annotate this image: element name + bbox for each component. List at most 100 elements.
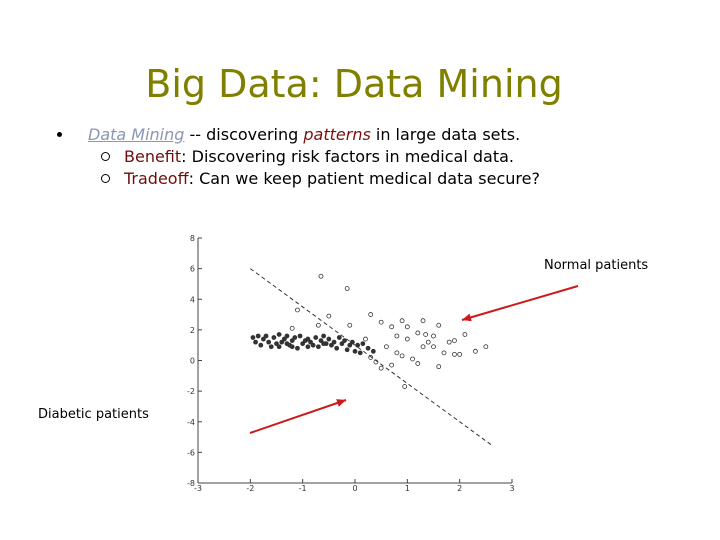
bullet1-text-a: -- discovering [184, 125, 304, 144]
diabetic-patient-point [313, 335, 319, 340]
normal-patient-point [446, 339, 452, 345]
diabetic-patient-point [352, 348, 358, 354]
benefit-term: Benefit [124, 147, 182, 166]
normal-patient-point [425, 339, 431, 345]
tradeoff-text: : Can we keep patient medical data secur… [188, 169, 540, 188]
normal-patient-point [462, 332, 468, 337]
normal-patient-point [431, 333, 436, 339]
bullet1-text-b: in large data sets. [370, 125, 521, 144]
diabetic-patient-point [297, 333, 303, 339]
diabetic-patient-point [289, 338, 295, 343]
diabetic-patient-point [339, 341, 345, 347]
normal-patient-point [399, 318, 405, 324]
y-tick-label: -4 [187, 418, 195, 427]
normal-patient-point [363, 336, 368, 342]
normal-patient-point [472, 348, 478, 354]
diabetic-patient-point [315, 344, 321, 350]
diabetic-patient-point [274, 341, 279, 347]
diabetic-patient-point [321, 341, 327, 347]
diabetic-patient-point [365, 345, 371, 351]
normal-patients-arrow [461, 285, 579, 321]
diabetic-patient-point [276, 332, 282, 337]
slide-title: Big Data: Data Mining [145, 62, 563, 106]
y-tick-label: 4 [190, 295, 195, 304]
normal-patient-point [373, 359, 379, 365]
normal-patient-point [404, 324, 410, 330]
normal-patient-point [368, 312, 374, 317]
diabetic-patients-label: Diabetic patients [38, 407, 149, 422]
benefit-text: : Discovering risk factors in medical da… [181, 147, 515, 166]
normal-patient-point [394, 333, 400, 339]
diabetic-patient-point [318, 338, 324, 343]
bullet-list: Data Mining -- discovering patterns in l… [57, 124, 540, 190]
diabetic-patient-point [300, 341, 306, 347]
normal-patient-point [452, 338, 457, 343]
diabetic-patient-point [261, 336, 266, 342]
y-tick-label: -6 [187, 448, 195, 457]
diabetic-patient-point [357, 350, 363, 356]
normal-patient-point [378, 319, 384, 325]
diabetic-patient-point [326, 336, 332, 342]
normal-patient-point [383, 344, 389, 350]
normal-patient-point [389, 324, 395, 330]
normal-patient-point [431, 344, 436, 350]
sub-bullet-tradeoff: Tradeoff: Can we keep patient medical da… [57, 168, 540, 190]
y-tick-label: -2 [187, 387, 195, 396]
y-tick-label: 0 [190, 357, 195, 366]
normal-patient-point [289, 325, 295, 331]
normal-patient-point [404, 336, 410, 342]
bullet-dot-icon [57, 132, 62, 137]
diabetic-patient-point [284, 341, 290, 347]
normal-patient-point [326, 313, 332, 319]
normal-patient-point [436, 364, 442, 370]
y-tick-label: 2 [190, 326, 195, 335]
diabetic-patient-point [263, 333, 269, 339]
normal-patient-point [415, 330, 421, 336]
data-mining-link[interactable]: Data Mining [88, 125, 185, 144]
diabetic-patient-point [370, 348, 376, 354]
normal-patient-point [389, 362, 395, 368]
circle-bullet-icon [101, 152, 110, 161]
normal-patient-point [318, 273, 324, 279]
x-tick-label: 3 [509, 484, 514, 493]
diabetic-patient-point [336, 335, 342, 340]
normal-patient-point [423, 332, 429, 337]
normal-patient-point [452, 351, 457, 357]
sub-bullet-benefit: Benefit: Discovering risk factors in med… [57, 146, 540, 168]
diabetic-patient-point [308, 339, 313, 345]
diabetic-patient-point [295, 345, 300, 351]
diabetic-patient-point [360, 341, 366, 347]
diabetic-patient-point [334, 345, 340, 351]
normal-patient-point [410, 356, 415, 362]
diabetic-patient-point [292, 335, 298, 340]
bullet1-emphasis: patterns [303, 125, 371, 144]
normal-patient-point [441, 350, 447, 356]
x-tick-label: -1 [299, 484, 307, 493]
normal-patient-point [402, 384, 408, 389]
decision-boundary-line [250, 268, 492, 446]
diabetic-patient-point [268, 344, 274, 350]
diabetic-patient-point [289, 344, 295, 350]
diabetic-patient-point [284, 333, 290, 339]
diabetic-patient-point [258, 342, 264, 348]
diabetic-patient-point [310, 342, 316, 348]
diabetic-patient-point [329, 342, 334, 348]
normal-patients-arrow-head [462, 313, 472, 322]
diabetic-patient-point [271, 335, 277, 340]
normal-patient-point [420, 318, 426, 324]
diabetic-patient-point [281, 336, 287, 342]
normal-patient-point [368, 355, 374, 360]
normal-patient-point [420, 344, 426, 350]
normal-patient-point [378, 365, 384, 371]
y-tick-label: 6 [190, 265, 195, 274]
diabetic-patient-point [344, 347, 350, 353]
normal-patient-point [399, 353, 405, 359]
normal-patient-point [394, 350, 400, 356]
diabetic-patients-arrow-head [336, 399, 346, 407]
diabetic-patient-point [253, 339, 258, 345]
diabetic-patient-point [266, 339, 272, 345]
normal-patients-label: Normal patients [544, 258, 649, 273]
tradeoff-term: Tradeoff [124, 169, 189, 188]
normal-patient-point [415, 361, 421, 366]
